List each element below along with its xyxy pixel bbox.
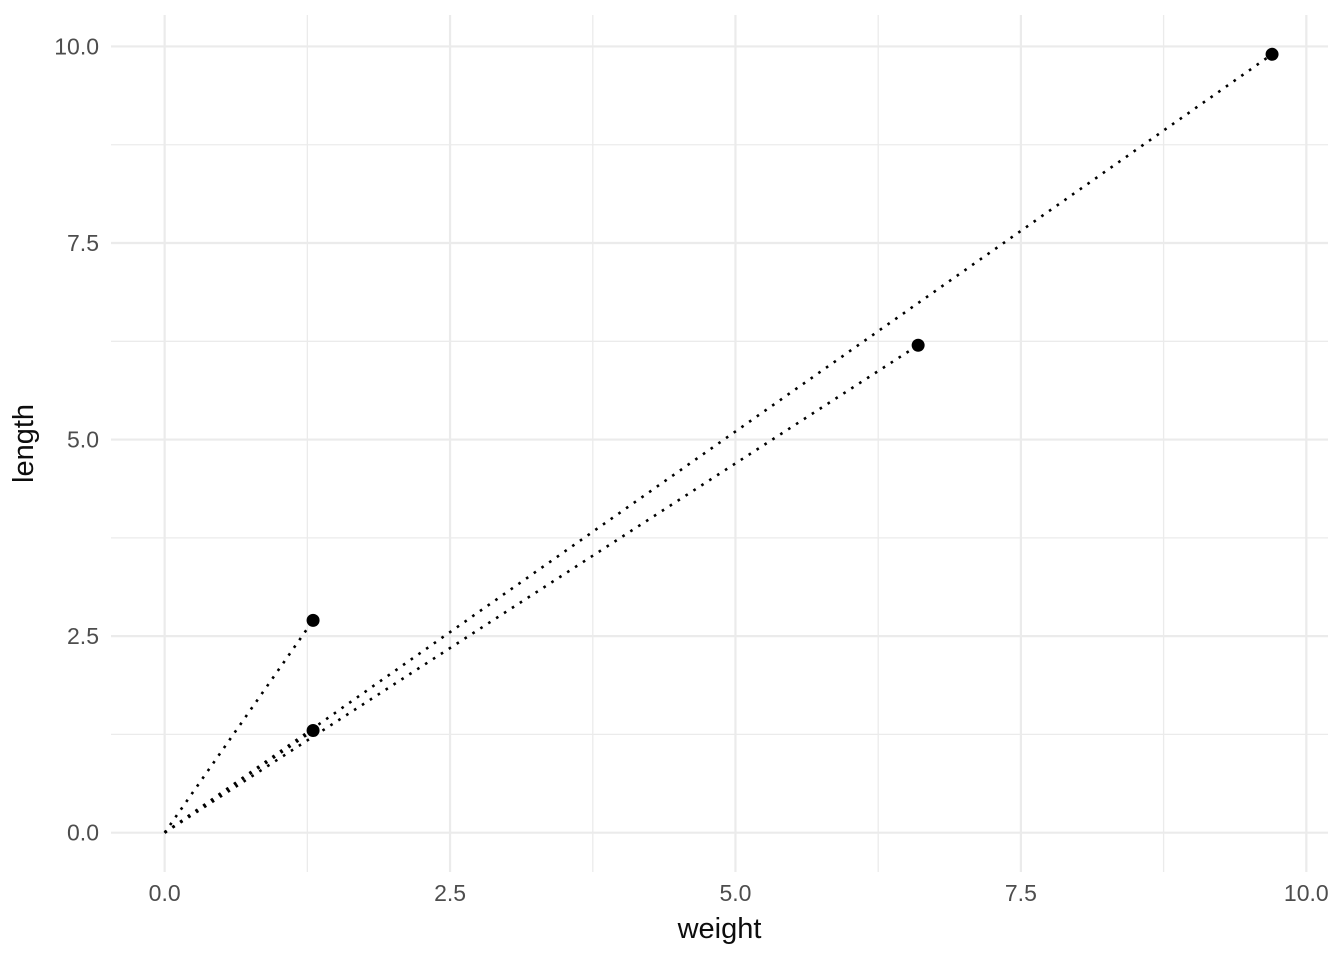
y-axis-tick-label: 10.0 bbox=[54, 33, 99, 59]
data-points bbox=[306, 47, 1279, 737]
data-point bbox=[306, 723, 320, 737]
origin-segments bbox=[163, 53, 1273, 834]
x-axis-tick-labels: 0.0 2.5 5.0 7.5 10.0 bbox=[149, 880, 1329, 906]
x-axis-title: weight bbox=[677, 913, 762, 945]
y-axis-tick-label: 2.5 bbox=[67, 623, 99, 649]
x-axis-tick-label: 0.0 bbox=[149, 880, 181, 906]
y-axis-tick-label: 7.5 bbox=[67, 230, 99, 256]
x-axis-tick-label: 7.5 bbox=[1005, 880, 1037, 906]
x-axis-tick-label: 5.0 bbox=[719, 880, 751, 906]
data-point bbox=[306, 613, 320, 627]
data-point bbox=[1265, 47, 1279, 61]
y-axis-title: length bbox=[8, 404, 40, 483]
x-axis-tick-label: 2.5 bbox=[434, 880, 466, 906]
y-axis-tick-label: 5.0 bbox=[67, 427, 99, 453]
y-axis-tick-labels: 0.0 2.5 5.0 7.5 10.0 bbox=[54, 33, 99, 845]
data-point bbox=[911, 338, 925, 352]
y-axis-tick-label: 0.0 bbox=[67, 820, 99, 846]
x-axis-tick-label: 10.0 bbox=[1284, 880, 1329, 906]
gridlines bbox=[111, 15, 1328, 872]
